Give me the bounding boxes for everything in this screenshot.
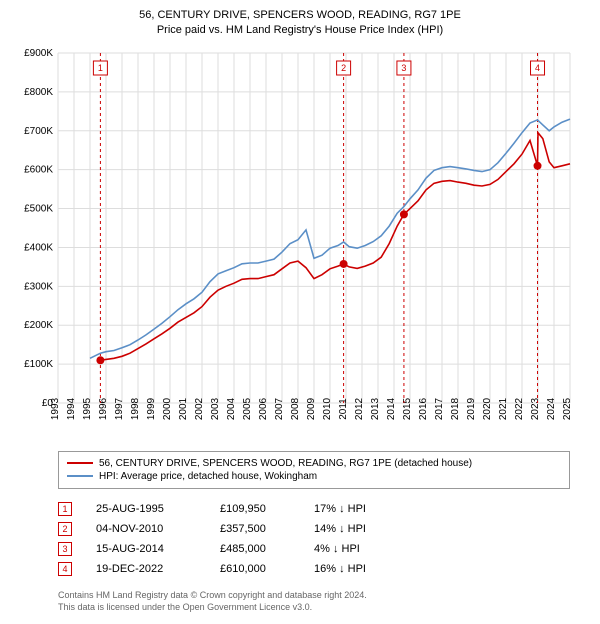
xtick-label: 2001 (178, 397, 189, 420)
event-number: 1 (98, 63, 103, 73)
footer-line2: This data is licensed under the Open Gov… (58, 601, 570, 614)
xtick-label: 2025 (562, 397, 573, 420)
price-chart: £0£100K£200K£300K£400K£500K£600K£700K£80… (10, 43, 590, 443)
transaction-price: £485,000 (220, 543, 290, 555)
transaction-price: £357,500 (220, 523, 290, 535)
transaction-row: 3 15-AUG-2014 £485,000 4% ↓ HPI (58, 539, 570, 559)
xtick-label: 2018 (450, 397, 461, 420)
xtick-label: 2007 (274, 397, 285, 420)
xtick-label: 2005 (242, 397, 253, 420)
transaction-marker: 4 (58, 562, 72, 576)
xtick-label: 2020 (482, 397, 493, 420)
transaction-date: 25-AUG-1995 (96, 503, 196, 515)
event-marker (534, 162, 542, 170)
xtick-label: 2008 (290, 397, 301, 420)
xtick-label: 2004 (226, 397, 237, 420)
xtick-label: 1994 (66, 397, 77, 420)
legend: 56, CENTURY DRIVE, SPENCERS WOOD, READIN… (58, 451, 570, 489)
legend-label: 56, CENTURY DRIVE, SPENCERS WOOD, READIN… (99, 458, 472, 469)
event-number: 3 (401, 63, 406, 73)
transaction-marker: 2 (58, 522, 72, 536)
event-marker (400, 210, 408, 218)
ytick-label: £800K (24, 87, 53, 98)
xtick-label: 2021 (498, 397, 509, 420)
chart-title-line1: 56, CENTURY DRIVE, SPENCERS WOOD, READIN… (10, 8, 590, 23)
xtick-label: 2009 (306, 397, 317, 420)
transaction-diff: 17% ↓ HPI (314, 503, 404, 515)
xtick-label: 2003 (210, 397, 221, 420)
transaction-date: 04-NOV-2010 (96, 523, 196, 535)
legend-item: 56, CENTURY DRIVE, SPENCERS WOOD, READIN… (67, 457, 561, 470)
xtick-label: 1993 (50, 397, 61, 420)
xtick-label: 2017 (434, 397, 445, 420)
ytick-label: £300K (24, 281, 53, 292)
xtick-label: 1998 (130, 397, 141, 420)
chart-title-block: 56, CENTURY DRIVE, SPENCERS WOOD, READIN… (10, 8, 590, 39)
xtick-label: 2015 (402, 397, 413, 420)
legend-item: HPI: Average price, detached house, Woki… (67, 470, 561, 483)
transaction-row: 4 19-DEC-2022 £610,000 16% ↓ HPI (58, 559, 570, 579)
transaction-diff: 16% ↓ HPI (314, 563, 404, 575)
transaction-row: 1 25-AUG-1995 £109,950 17% ↓ HPI (58, 499, 570, 519)
xtick-label: 1997 (114, 397, 125, 420)
xtick-label: 1995 (82, 397, 93, 420)
event-number: 2 (341, 63, 346, 73)
event-number: 4 (535, 63, 540, 73)
transaction-price: £109,950 (220, 503, 290, 515)
event-marker (340, 260, 348, 268)
legend-swatch (67, 475, 93, 477)
xtick-label: 2000 (162, 397, 173, 420)
xtick-label: 2002 (194, 397, 205, 420)
xtick-label: 2022 (514, 397, 525, 420)
transaction-diff: 4% ↓ HPI (314, 543, 404, 555)
transaction-marker: 3 (58, 542, 72, 556)
event-marker (96, 356, 104, 364)
footer-attribution: Contains HM Land Registry data © Crown c… (58, 589, 570, 614)
transaction-date: 19-DEC-2022 (96, 563, 196, 575)
footer-line1: Contains HM Land Registry data © Crown c… (58, 589, 570, 602)
ytick-label: £600K (24, 164, 53, 175)
legend-swatch (67, 462, 93, 464)
chart-title-line2: Price paid vs. HM Land Registry's House … (10, 23, 590, 38)
ytick-label: £700K (24, 126, 53, 137)
xtick-label: 2019 (466, 397, 477, 420)
transaction-diff: 14% ↓ HPI (314, 523, 404, 535)
legend-label: HPI: Average price, detached house, Woki… (99, 471, 317, 482)
xtick-label: 1996 (98, 397, 109, 420)
ytick-label: £100K (24, 359, 53, 370)
xtick-label: 2013 (370, 397, 381, 420)
transaction-marker: 1 (58, 502, 72, 516)
xtick-label: 2012 (354, 397, 365, 420)
xtick-label: 1999 (146, 397, 157, 420)
xtick-label: 2016 (418, 397, 429, 420)
ytick-label: £900K (24, 48, 53, 59)
ytick-label: £500K (24, 203, 53, 214)
xtick-label: 2006 (258, 397, 269, 420)
ytick-label: £400K (24, 242, 53, 253)
xtick-label: 2023 (530, 397, 541, 420)
xtick-label: 2010 (322, 397, 333, 420)
transaction-date: 15-AUG-2014 (96, 543, 196, 555)
xtick-label: 2024 (546, 397, 557, 420)
transactions-table: 1 25-AUG-1995 £109,950 17% ↓ HPI 2 04-NOV-201… (58, 499, 570, 579)
xtick-label: 2014 (386, 397, 397, 420)
transaction-row: 2 04-NOV-2010 £357,500 14% ↓ HPI (58, 519, 570, 539)
transaction-price: £610,000 (220, 563, 290, 575)
ytick-label: £200K (24, 320, 53, 331)
